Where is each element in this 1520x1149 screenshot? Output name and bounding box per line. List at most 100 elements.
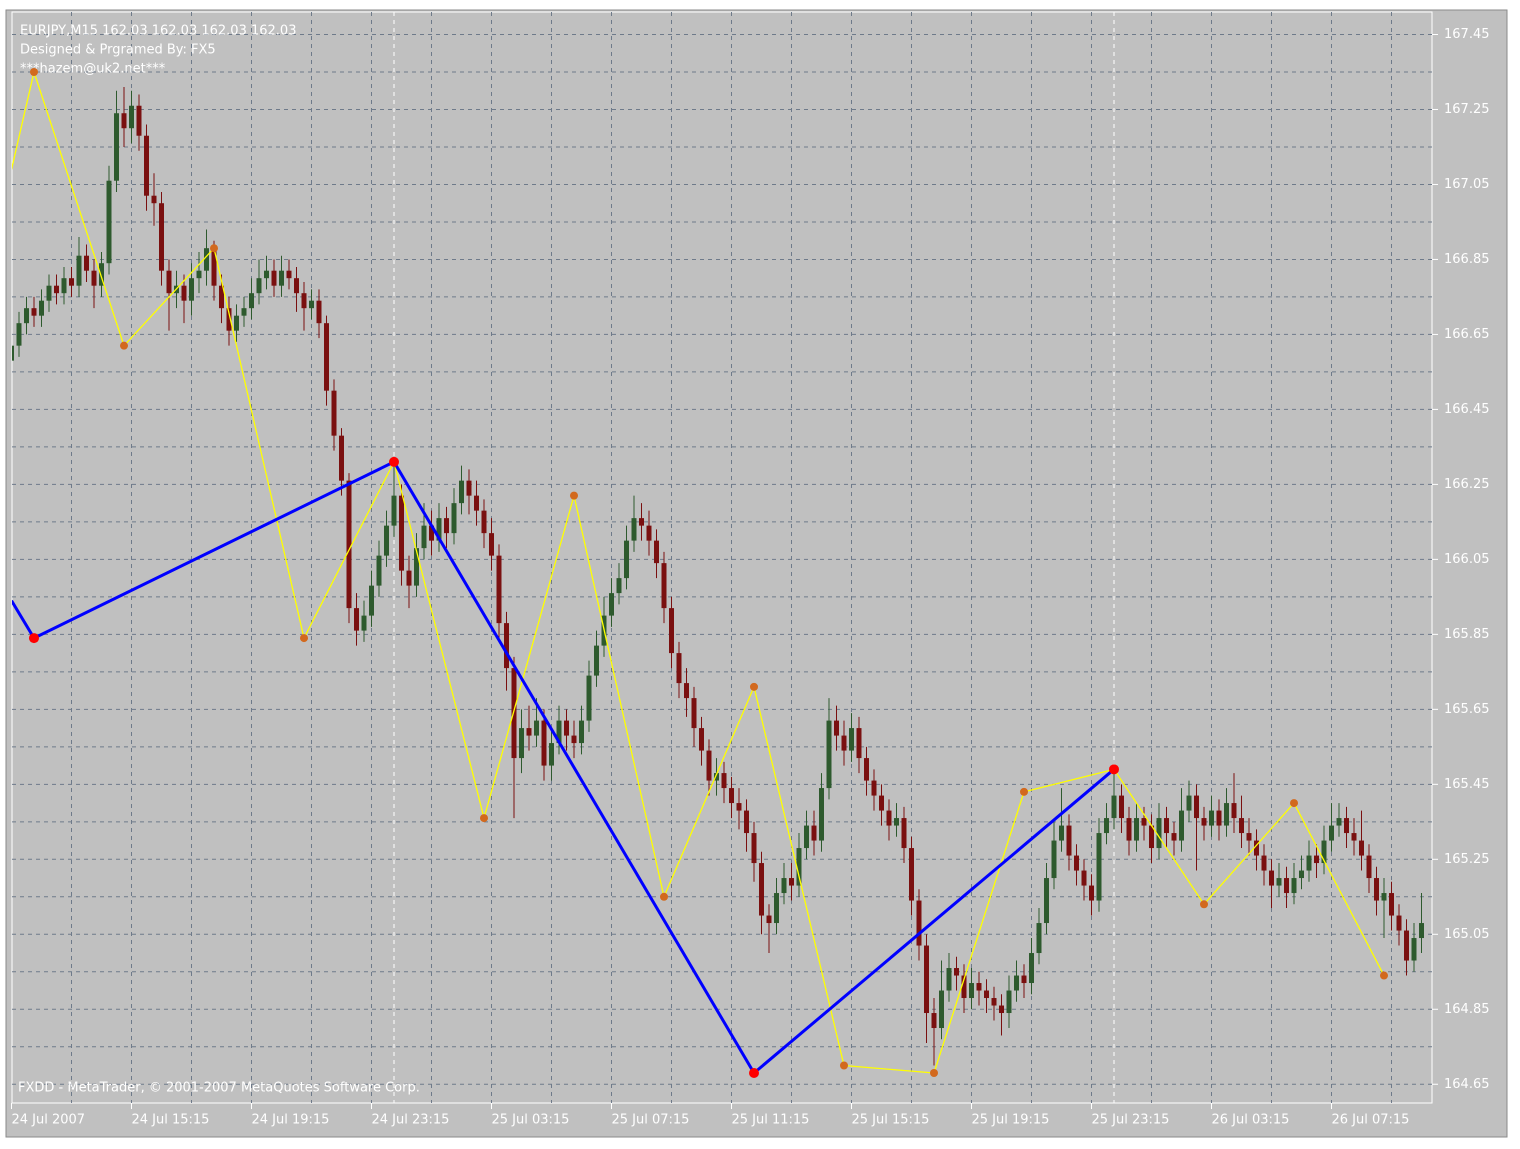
candle-body xyxy=(541,720,547,766)
candle-body xyxy=(414,548,419,586)
candle-body xyxy=(211,248,217,286)
candle-body xyxy=(31,308,37,316)
candle-body xyxy=(459,480,464,504)
candle-body xyxy=(129,105,134,129)
zigzag-point xyxy=(749,1068,759,1079)
candle-body xyxy=(594,645,599,676)
candle-body xyxy=(474,495,479,511)
candle-body xyxy=(496,555,502,624)
zigzag-segment xyxy=(1293,802,1385,976)
x-tick-label: 25 Jul 19:15 xyxy=(972,1113,1050,1128)
candle-body xyxy=(354,608,359,631)
candle-body xyxy=(166,270,172,294)
candle-body xyxy=(894,818,899,826)
candle-body xyxy=(1314,855,1319,864)
candle-body xyxy=(39,300,44,316)
x-tick-label: 26 Jul 03:15 xyxy=(1212,1113,1290,1128)
candle-body xyxy=(1201,818,1207,826)
zigzag-segment xyxy=(392,461,756,1074)
candle-body xyxy=(646,525,652,541)
zigzag-segment xyxy=(12,71,35,170)
candle-body xyxy=(1074,855,1079,871)
candle-body xyxy=(706,750,712,781)
candle-body xyxy=(684,683,689,699)
y-tick-label: 165.25 xyxy=(1444,852,1490,867)
candle-body xyxy=(759,863,764,916)
candle-body xyxy=(69,278,74,286)
x-tick-label: 25 Jul 07:15 xyxy=(612,1113,690,1128)
candle-body xyxy=(76,255,82,286)
candle-body xyxy=(1006,990,1012,1014)
candle-body xyxy=(654,540,659,564)
candle-body xyxy=(1231,803,1237,819)
candle-body xyxy=(1276,878,1282,886)
candle-body xyxy=(249,293,254,309)
zigzag-segment xyxy=(1023,768,1115,793)
candle-body xyxy=(1254,840,1259,856)
candle-body xyxy=(1021,975,1027,984)
candle-body xyxy=(954,968,959,976)
x-tick-label: 25 Jul 11:15 xyxy=(732,1113,810,1128)
candle-body xyxy=(946,968,952,991)
candle-body xyxy=(61,278,67,294)
candle-body xyxy=(1066,825,1072,856)
candle-body xyxy=(1164,818,1169,834)
candle-body xyxy=(849,728,854,751)
candle-body xyxy=(924,945,929,1014)
zigzag-segment xyxy=(33,460,395,640)
candle-body xyxy=(856,728,862,759)
candle-body xyxy=(721,773,727,789)
y-tick-label: 167.45 xyxy=(1444,27,1490,42)
candle-body xyxy=(234,315,239,331)
candle-body xyxy=(189,278,194,301)
zigzag-segment xyxy=(1113,768,1205,905)
candle-body xyxy=(549,743,554,766)
zigzag-segment xyxy=(12,599,36,639)
candle-body xyxy=(136,105,142,136)
candle-body xyxy=(811,825,817,841)
zigzag-segment xyxy=(303,461,395,639)
y-tick-label: 165.05 xyxy=(1444,927,1490,942)
y-tick-label: 166.85 xyxy=(1444,252,1490,267)
candle-body xyxy=(16,323,22,346)
candle-body xyxy=(1044,878,1049,924)
zigzag-point xyxy=(570,491,578,500)
candle-body xyxy=(99,263,104,286)
y-tick-label: 167.25 xyxy=(1444,102,1490,117)
candle-body xyxy=(984,990,989,999)
candle-body xyxy=(271,270,277,286)
candle-body xyxy=(196,270,202,279)
y-tick-label: 165.65 xyxy=(1444,702,1490,717)
zigzag-segment xyxy=(33,71,125,346)
candle-body xyxy=(264,270,269,279)
x-tick-label: 25 Jul 15:15 xyxy=(852,1113,930,1128)
candle-body xyxy=(841,735,847,751)
candle-body xyxy=(159,203,164,271)
candle-body xyxy=(556,720,562,744)
zigzag-point xyxy=(29,633,39,644)
plot-frame xyxy=(11,11,1433,1104)
candle-body xyxy=(1111,795,1117,819)
zigzag-point xyxy=(750,682,758,691)
candle-body xyxy=(631,518,637,541)
candle-body xyxy=(144,135,149,196)
candle-body xyxy=(1261,855,1267,871)
candle-body xyxy=(106,180,112,264)
candle-body xyxy=(1126,818,1132,841)
candle-body xyxy=(1344,818,1349,834)
y-tick-label: 164.85 xyxy=(1444,1002,1490,1017)
candle-body xyxy=(1051,840,1057,879)
candle-body xyxy=(489,533,494,556)
zigzag-segment xyxy=(933,791,1025,1074)
zigzag-point xyxy=(30,67,38,76)
candle-body xyxy=(864,758,869,781)
candle-body xyxy=(1216,810,1222,826)
candle-body xyxy=(736,803,742,811)
zigzag-point xyxy=(120,341,128,350)
candle-body xyxy=(444,518,449,534)
candle-body xyxy=(429,525,434,541)
candle-body xyxy=(1381,893,1387,901)
zigzag-point xyxy=(660,892,668,901)
candle-body xyxy=(151,195,157,204)
zigzag-segment xyxy=(573,495,665,897)
